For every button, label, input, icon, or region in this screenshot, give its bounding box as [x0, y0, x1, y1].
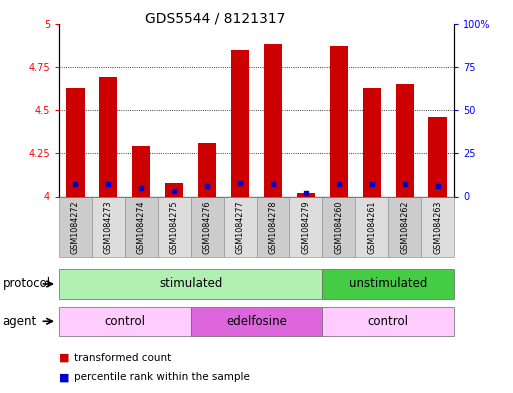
Point: [401, 181, 409, 187]
Point: [269, 181, 277, 187]
Bar: [191, 196, 224, 257]
Text: ■: ■: [59, 353, 69, 363]
Text: GSM1084275: GSM1084275: [170, 200, 179, 254]
Point: [137, 185, 145, 191]
Point: [334, 181, 343, 187]
Bar: [363, 88, 381, 196]
Point: [236, 180, 244, 186]
Text: ■: ■: [59, 372, 69, 382]
Text: GSM1084261: GSM1084261: [367, 200, 376, 253]
Bar: [191, 307, 322, 336]
Bar: [388, 196, 421, 257]
Text: GSM1084272: GSM1084272: [71, 200, 80, 254]
Text: GSM1084279: GSM1084279: [301, 200, 310, 254]
Bar: [231, 50, 249, 196]
Bar: [92, 196, 125, 257]
Text: stimulated: stimulated: [159, 277, 222, 290]
Point: [368, 181, 376, 187]
Point: [433, 183, 442, 189]
Bar: [125, 196, 158, 257]
Bar: [165, 183, 183, 196]
Text: protocol: protocol: [3, 277, 51, 290]
Bar: [100, 77, 117, 196]
Text: transformed count: transformed count: [74, 353, 172, 363]
Bar: [59, 307, 191, 336]
Point: [71, 181, 80, 187]
Bar: [224, 196, 256, 257]
Bar: [198, 143, 216, 196]
Bar: [322, 196, 355, 257]
Bar: [421, 196, 454, 257]
Text: GSM1084274: GSM1084274: [137, 200, 146, 254]
Bar: [330, 46, 348, 196]
Bar: [132, 146, 150, 196]
Bar: [256, 196, 289, 257]
Text: GSM1084278: GSM1084278: [268, 200, 278, 254]
Point: [104, 181, 112, 187]
Bar: [322, 269, 454, 299]
Text: edelfosine: edelfosine: [226, 315, 287, 328]
Text: control: control: [368, 315, 409, 328]
Text: agent: agent: [3, 315, 37, 328]
Text: GSM1084273: GSM1084273: [104, 200, 113, 254]
Bar: [428, 117, 447, 196]
Text: GSM1084260: GSM1084260: [334, 200, 343, 253]
Bar: [322, 307, 454, 336]
Text: GDS5544 / 8121317: GDS5544 / 8121317: [145, 12, 286, 26]
Bar: [355, 196, 388, 257]
Text: GSM1084263: GSM1084263: [433, 200, 442, 253]
Point: [203, 183, 211, 189]
Bar: [59, 269, 322, 299]
Bar: [158, 196, 191, 257]
Text: GSM1084262: GSM1084262: [400, 200, 409, 254]
Text: percentile rank within the sample: percentile rank within the sample: [74, 372, 250, 382]
Text: GSM1084276: GSM1084276: [203, 200, 212, 254]
Text: GSM1084277: GSM1084277: [235, 200, 245, 254]
Bar: [297, 193, 315, 196]
Point: [170, 188, 179, 195]
Bar: [289, 196, 322, 257]
Bar: [396, 84, 413, 196]
Bar: [264, 44, 282, 196]
Text: unstimulated: unstimulated: [349, 277, 427, 290]
Point: [302, 190, 310, 196]
Bar: [66, 88, 85, 196]
Text: control: control: [104, 315, 145, 328]
Bar: [59, 196, 92, 257]
